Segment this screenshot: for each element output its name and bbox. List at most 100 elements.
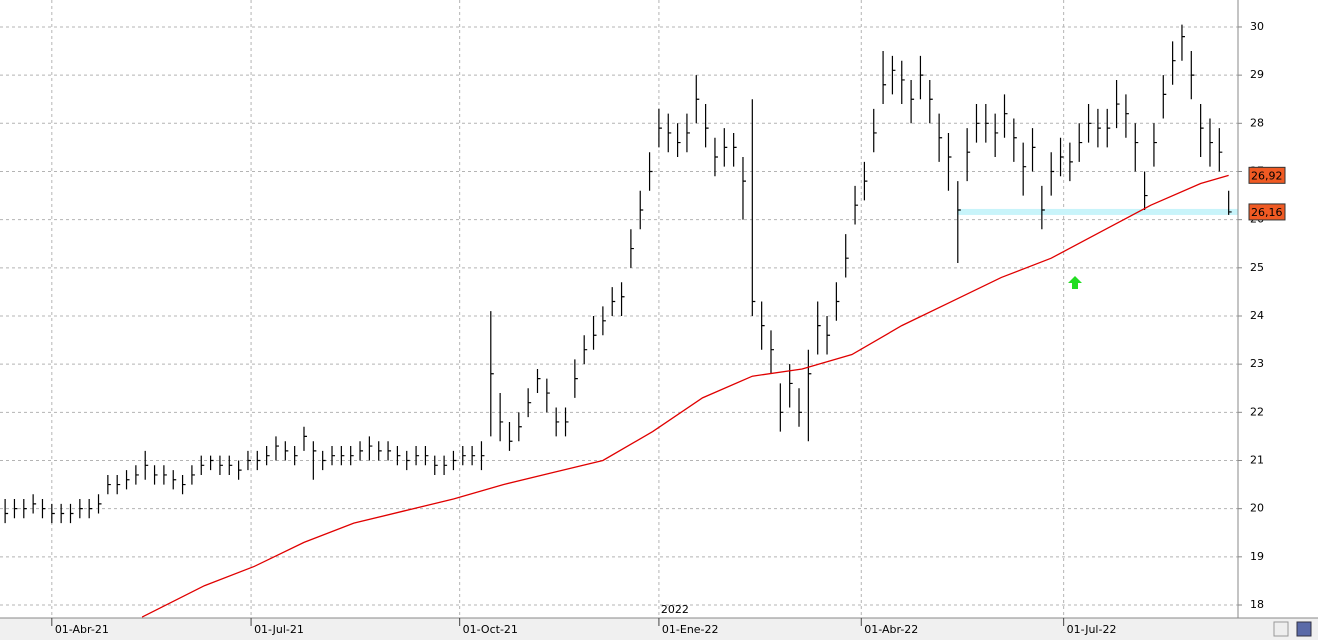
- y-tick-label: 19: [1250, 550, 1264, 563]
- price-bar: [331, 446, 336, 466]
- price-bar: [415, 446, 420, 466]
- x-tick-label: 01-Ene-22: [662, 623, 719, 636]
- price-bar: [835, 282, 840, 321]
- price-bar: [1144, 171, 1148, 211]
- price-bar: [32, 494, 37, 514]
- price-bar: [667, 113, 672, 153]
- price-bar: [891, 55, 896, 95]
- price-bar: [1106, 108, 1111, 148]
- price-bar: [798, 388, 803, 427]
- price-bar: [1125, 94, 1129, 138]
- price-bar: [536, 368, 541, 394]
- price-bar: [826, 315, 831, 355]
- price-bar: [518, 412, 522, 442]
- price-bar: [135, 465, 139, 485]
- price-bar: [480, 441, 485, 471]
- price-bar: [873, 108, 877, 153]
- price-bar: [350, 446, 354, 466]
- price-bar: [1218, 128, 1223, 172]
- price-bar: [322, 450, 326, 471]
- price-bar: [583, 335, 588, 365]
- save-icon[interactable]: [1296, 621, 1312, 637]
- price-bar: [359, 441, 364, 461]
- price-bar: [1003, 94, 1008, 138]
- price-bar: [508, 421, 513, 451]
- tool-icon[interactable]: [1273, 621, 1289, 637]
- price-label: 26,16: [1251, 206, 1283, 219]
- price-bar: [863, 161, 868, 201]
- price-bar: [994, 113, 999, 158]
- price-bar: [910, 79, 915, 124]
- price-label-box: [1248, 166, 1286, 184]
- price-bar: [1190, 51, 1195, 100]
- price-bar: [947, 132, 952, 191]
- price-bar: [13, 499, 18, 519]
- price-bar: [172, 470, 177, 490]
- y-tick-label: 28: [1250, 116, 1264, 129]
- year-label: 2022: [661, 603, 689, 616]
- price-bar: [676, 123, 681, 158]
- price-bar: [957, 181, 961, 263]
- price-bar: [770, 330, 774, 374]
- price-bar: [658, 108, 662, 148]
- price-bar: [107, 474, 111, 495]
- price-bar: [1031, 128, 1036, 172]
- x-tick-label: 01-Abr-22: [864, 623, 918, 636]
- price-bar: [88, 499, 93, 519]
- price-bar: [620, 282, 625, 316]
- price-bar: [919, 55, 924, 100]
- signal-arrow: [1068, 276, 1082, 289]
- x-tick-label: 01-Jul-21: [254, 623, 304, 636]
- price-bar: [882, 51, 887, 105]
- price-bar: [125, 470, 130, 490]
- price-bar: [266, 446, 270, 466]
- price-bar: [546, 378, 550, 413]
- price-bar: [228, 455, 233, 475]
- price-bar: [340, 446, 345, 466]
- price-bar: [555, 407, 560, 437]
- price-bar: [163, 465, 167, 485]
- price-bar: [424, 446, 429, 466]
- price-bar: [985, 104, 989, 143]
- price-bar: [4, 499, 9, 524]
- price-bar: [387, 441, 392, 461]
- price-bar: [303, 426, 307, 451]
- price-bar: [751, 99, 756, 316]
- price-bar: [527, 388, 532, 418]
- support-band: [958, 208, 1238, 215]
- price-bar: [1162, 75, 1167, 119]
- price-label: 26,92: [1251, 169, 1283, 182]
- price-bar: [247, 450, 251, 471]
- x-axis-strip: [0, 618, 1318, 640]
- price-bar: [294, 446, 298, 466]
- price-bar: [1078, 123, 1083, 162]
- price-bar: [275, 436, 279, 461]
- price-bar: [209, 455, 214, 471]
- y-tick-label: 24: [1250, 309, 1264, 322]
- price-bar: [69, 503, 74, 524]
- price-bar: [742, 157, 746, 220]
- price-bar: [817, 301, 821, 355]
- price-bar: [1115, 79, 1120, 129]
- y-tick-label: 29: [1250, 68, 1264, 81]
- price-bar: [97, 494, 102, 514]
- y-tick-label: 30: [1250, 20, 1264, 33]
- price-bar: [181, 474, 186, 495]
- price-bar: [686, 113, 690, 153]
- price-label-box: [1248, 203, 1286, 221]
- price-bar: [602, 306, 606, 336]
- price-bar: [256, 450, 261, 471]
- price-bar: [452, 450, 457, 471]
- x-tick-label: 01-Abr-21: [55, 623, 109, 636]
- price-bar: [761, 301, 765, 350]
- price-bar: [1134, 123, 1139, 172]
- price-bar: [200, 455, 205, 475]
- price-bar: [779, 383, 784, 432]
- price-bar: [592, 315, 597, 350]
- price-bar: [1050, 152, 1055, 196]
- price-bar: [60, 503, 65, 524]
- price-bar: [1172, 41, 1176, 85]
- price-bar: [1013, 118, 1017, 162]
- price-bar: [41, 499, 46, 519]
